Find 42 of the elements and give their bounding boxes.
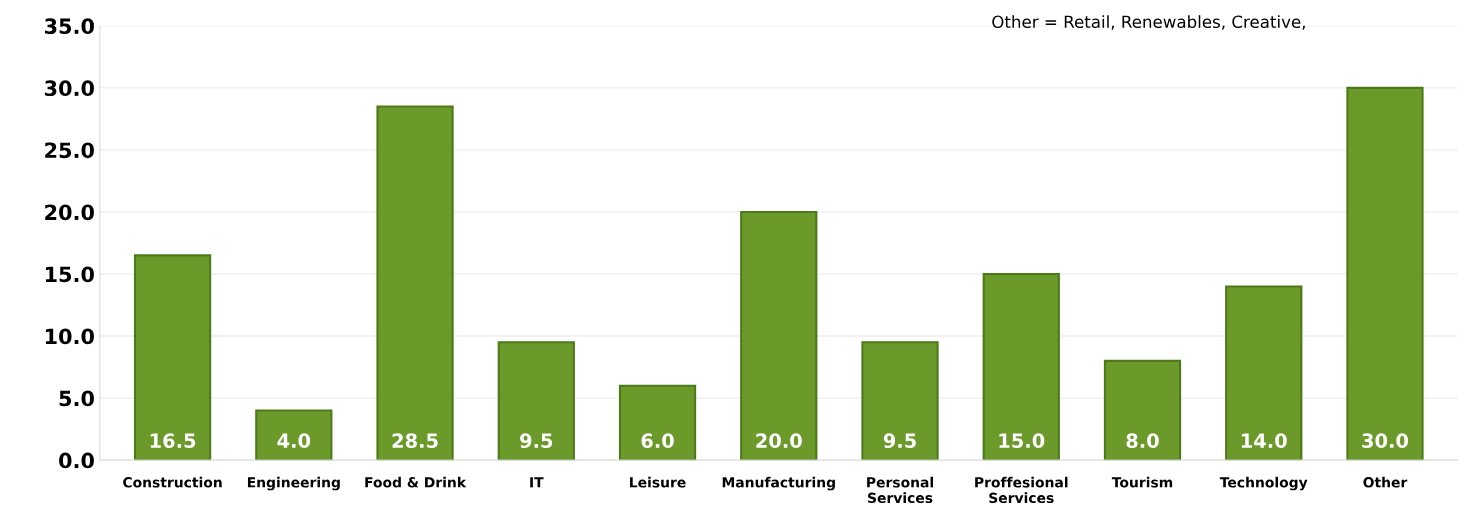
x-tick-label: Proffesional Services <box>975 476 1068 504</box>
bar <box>740 210 818 461</box>
bar <box>861 341 939 461</box>
x-tick-label: Manufacturing <box>722 476 835 491</box>
annotation: Other = Retail, Renewables, Creative, <box>992 15 1305 30</box>
data-label: 28.5 <box>392 433 438 449</box>
bar <box>497 341 575 461</box>
data-label: 30.0 <box>1362 433 1409 449</box>
x-tick-label: Engineering <box>247 476 340 491</box>
data-label: 9.5 <box>520 433 553 449</box>
data-label: 6.0 <box>641 433 674 449</box>
bar <box>133 254 212 461</box>
bar <box>1103 359 1182 461</box>
y-tick-label: 20.0 <box>45 204 94 221</box>
bar <box>618 384 697 461</box>
data-label: 9.5 <box>883 433 916 449</box>
x-tick-label: Food & Drink <box>365 476 467 488</box>
data-label: 4.0 <box>277 433 311 449</box>
y-tick-label: 25.0 <box>45 142 94 159</box>
y-tick-label: 30.0 <box>44 80 94 97</box>
data-label: 8.0 <box>1126 433 1159 449</box>
y-tick-label: 15.0 <box>45 266 94 283</box>
data-label: 15.0 <box>999 433 1045 449</box>
x-tick-label: IT <box>530 477 544 488</box>
data-label: 16.5 <box>150 433 196 449</box>
x-tick-label: Construction <box>123 476 222 488</box>
y-tick-label: 0.0 <box>59 452 94 469</box>
y-tick-label: 10.0 <box>45 328 94 345</box>
bar <box>255 409 333 461</box>
x-tick-label: Technology <box>1219 476 1308 491</box>
bar <box>376 105 454 461</box>
y-tick-label: 5.0 <box>59 390 94 407</box>
bar <box>1346 86 1424 461</box>
data-label: 14.0 <box>1241 433 1287 449</box>
x-tick-label: Tourism <box>1111 476 1173 488</box>
y-tick-label: 35.0 <box>44 18 94 35</box>
x-tick-label: Other <box>1363 476 1408 488</box>
data-label: 20.0 <box>756 433 802 449</box>
x-tick-label: Leisure <box>630 476 686 488</box>
x-tick-label: Personal Services <box>867 476 933 504</box>
bar <box>1225 285 1303 461</box>
bar <box>982 272 1060 461</box>
